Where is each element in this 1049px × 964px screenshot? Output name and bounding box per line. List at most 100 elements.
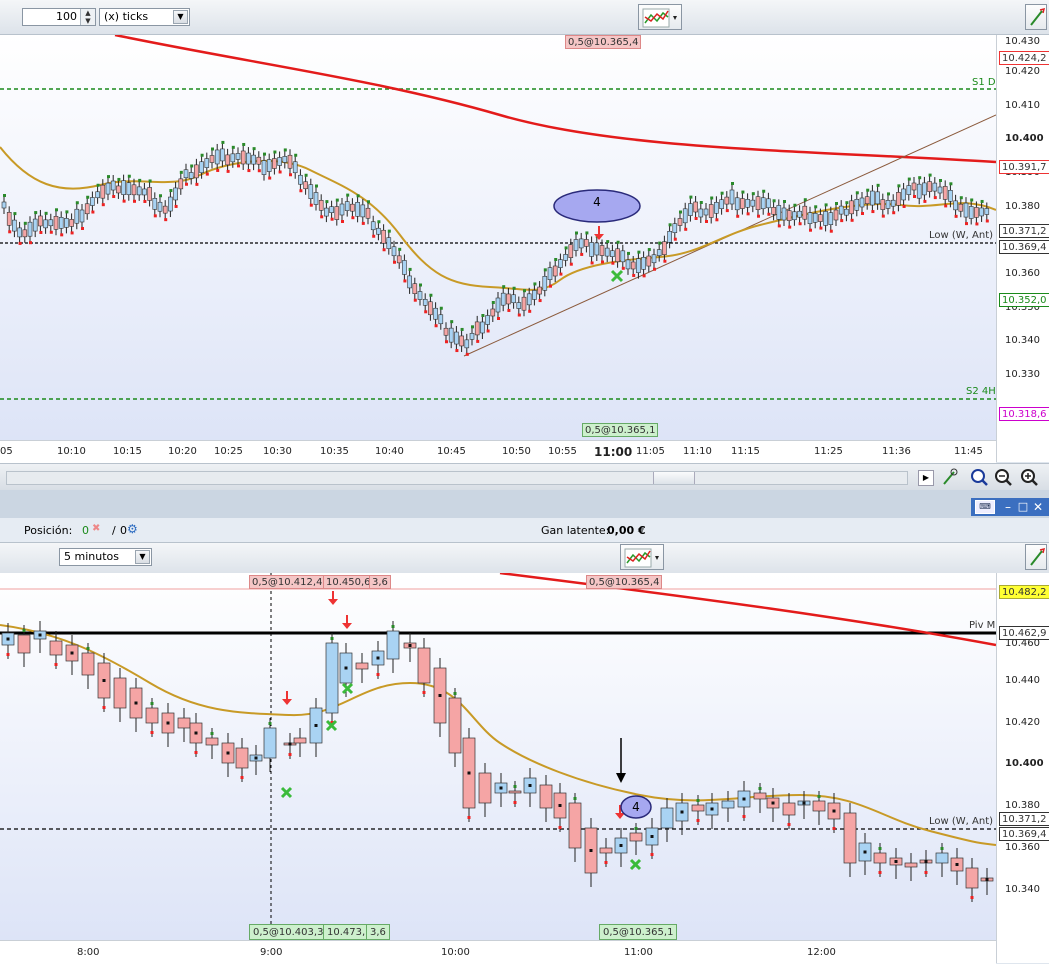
candle <box>152 198 158 210</box>
keyboard-icon[interactable]: ⌨ <box>975 500 995 514</box>
candle <box>682 208 688 224</box>
candle <box>729 189 735 205</box>
candle <box>984 208 990 215</box>
s1-label: S1 D <box>972 77 996 88</box>
top-price-axis[interactable]: 10.430 10.420 10.410 10.400 10.390 10.38… <box>996 35 1049 440</box>
buy-order-tag[interactable]: 3,6 <box>366 924 390 940</box>
candle <box>511 294 516 304</box>
price-tag-low: 10.371,2 <box>999 224 1049 238</box>
candle <box>12 219 17 232</box>
minimize-icon[interactable]: – <box>1005 500 1011 514</box>
candle <box>448 327 454 343</box>
scrollbar-thumb[interactable] <box>653 472 695 484</box>
candle <box>691 804 705 812</box>
candle <box>629 832 643 842</box>
buy-order-tag[interactable]: 0,5@10.403,3 <box>249 924 328 940</box>
bottom-chart-plot[interactable]: 4 0,5@10.412,4 10.450,6 3,6 0,5@10.365,4… <box>0 573 996 940</box>
candle <box>173 187 178 201</box>
bottom-interval-select[interactable]: 5 minutos ▼ <box>59 548 152 566</box>
bottom-time-axis[interactable]: 8:00 9:00 10:00 11:00 12:00 <box>0 940 996 964</box>
buy-order-tag[interactable]: 0,5@10.365,1 <box>599 924 678 940</box>
sell-order-tag[interactable]: 0,5@10.365,4 <box>565 35 642 49</box>
bottom-price-axis[interactable]: 10.460 10.440 10.420 10.400 10.380 10.36… <box>996 573 1049 940</box>
candle <box>64 218 69 228</box>
candle <box>81 652 95 676</box>
candle <box>325 642 339 714</box>
top-chart-plot[interactable]: 4 0,5@10.365,4 0,5@10.365,1 S1 D S2 4H L… <box>0 35 996 440</box>
candle <box>116 185 121 194</box>
candle <box>74 208 80 224</box>
candle <box>235 153 241 160</box>
zoom-in-icon[interactable] <box>1021 469 1038 486</box>
settings-gear-icon[interactable]: ⚙ <box>127 522 138 536</box>
candle <box>750 199 756 207</box>
zoom-fit-icon[interactable] <box>971 469 988 486</box>
candle <box>873 852 887 864</box>
indicator-chart-icon <box>642 8 677 28</box>
candle <box>329 206 334 213</box>
chart-tools-button[interactable] <box>1025 4 1047 30</box>
spinner-arrows-icon[interactable]: ▲ ▼ <box>80 9 95 25</box>
low-line-label: Low (W, Ant) <box>929 230 994 241</box>
candle <box>942 186 948 200</box>
maximize-icon[interactable]: □ <box>1017 500 1029 513</box>
horizontal-scrollbar[interactable] <box>6 471 908 485</box>
sell-order-tag[interactable]: 0,5@10.365,4 <box>586 575 663 589</box>
candle <box>724 196 730 205</box>
candle <box>27 221 33 237</box>
chevron-down-icon[interactable]: ▼ <box>135 550 150 564</box>
candle <box>833 209 839 221</box>
price-tag-green: 10.352,0 <box>999 293 1049 307</box>
candle <box>937 186 943 194</box>
candle <box>263 727 277 759</box>
candle <box>916 183 922 199</box>
buy-order-tag[interactable]: 0,5@10.365,1 <box>582 423 659 437</box>
candle <box>443 327 449 336</box>
drawing-tool-icon[interactable] <box>943 468 958 485</box>
sell-order-tag[interactable]: 3,6 <box>369 575 391 589</box>
bottom-indicator-button[interactable] <box>620 544 664 570</box>
ticks-spinner[interactable]: 100 ▲ ▼ <box>22 8 96 26</box>
candle <box>282 156 288 163</box>
s2-label: S2 4H <box>966 386 996 397</box>
candle <box>526 293 532 306</box>
candle <box>495 297 501 313</box>
indicator-button[interactable] <box>638 4 682 30</box>
candle <box>500 292 506 306</box>
candle <box>667 231 672 243</box>
candle <box>578 238 584 249</box>
candle <box>760 197 766 210</box>
candle <box>220 148 225 162</box>
annotation-ellipse[interactable] <box>620 795 652 819</box>
cross-marker-icon <box>610 269 624 283</box>
candle <box>755 196 761 210</box>
candle <box>344 201 350 211</box>
sell-arrow-icon <box>594 226 604 240</box>
candle <box>968 206 974 219</box>
scroll-right-icon[interactable]: ▶ <box>918 470 934 486</box>
wand-icon <box>1030 7 1046 26</box>
candle <box>708 204 714 218</box>
close-position-icon[interactable]: ✖ <box>92 523 101 534</box>
cross-marker-icon <box>629 858 642 871</box>
long-count: 0 <box>82 524 89 537</box>
candle <box>965 867 979 889</box>
top-time-axis[interactable]: 05 10:10 10:15 10:20 10:25 10:30 10:35 1… <box>0 440 996 463</box>
close-icon[interactable]: ✕ <box>1032 500 1044 514</box>
top-chart-canvas <box>0 35 996 400</box>
bottom-chart-toolbar: 5 minutos ▼ <box>0 543 1049 574</box>
candle <box>516 302 522 309</box>
candle <box>890 199 896 207</box>
candle <box>360 204 366 218</box>
interval-select[interactable]: (x) ticks ▼ <box>99 8 190 26</box>
candle <box>651 254 657 264</box>
zoom-out-icon[interactable] <box>995 469 1012 486</box>
buy-order-tag[interactable]: 10.473,1 <box>323 924 376 940</box>
annotation-ellipse[interactable] <box>553 189 641 223</box>
chevron-down-icon[interactable]: ▼ <box>173 10 188 24</box>
bottom-chart-tools-button[interactable] <box>1025 544 1047 570</box>
candle <box>630 261 636 270</box>
candle <box>688 203 693 216</box>
sell-order-tag[interactable]: 0,5@10.412,4 <box>249 575 326 589</box>
sell-order-tag[interactable]: 10.450,6 <box>323 575 374 589</box>
